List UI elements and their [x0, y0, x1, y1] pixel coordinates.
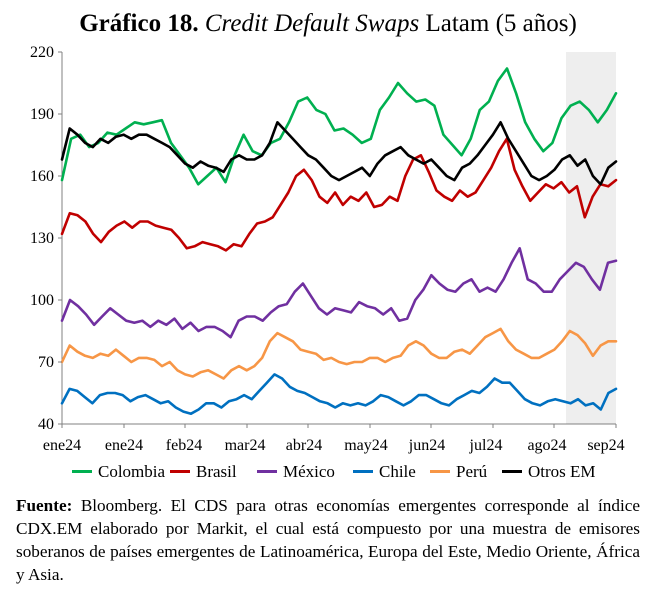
cds-line-chart: 40 70 100 130 160 190 220 ene24 ene24 feb24 mar24… — [30, 44, 625, 454]
title-number: Gráfico 18. — [79, 10, 199, 37]
title-italic: Credit Default Swaps — [204, 10, 420, 37]
legend-label: Brasil — [196, 462, 237, 481]
x-tick-label: may24 — [344, 437, 388, 454]
legend-item: Perú — [430, 462, 487, 482]
y-tick-label: 100 — [30, 292, 54, 309]
x-tick-label: jul24 — [469, 437, 503, 454]
y-tick-label: 40 — [38, 416, 54, 433]
legend-label: México — [283, 462, 335, 481]
legend-item: Brasil — [170, 462, 237, 482]
legend-label: Colombia — [98, 462, 166, 481]
y-tick-label: 160 — [30, 168, 54, 185]
series-line-brasil — [60, 137, 618, 252]
y-tick-label: 70 — [38, 354, 54, 371]
axes — [61, 52, 616, 425]
x-tick-label: jun24 — [408, 437, 445, 454]
legend-label: Chile — [379, 462, 416, 481]
y-tick-labels: 40 70 100 130 160 190 220 — [30, 44, 62, 433]
x-tick-label: sep24 — [587, 437, 624, 454]
source-note: Fuente: Bloomberg. El CDS para otras eco… — [16, 494, 640, 586]
source-label: Fuente: — [16, 496, 73, 515]
series-line-perú — [60, 327, 618, 380]
series-lines — [60, 67, 618, 416]
legend-label: Otros EM — [528, 462, 596, 481]
source-text: Bloomberg. El CDS para otras economías e… — [16, 496, 640, 584]
series-line-otros-em — [60, 121, 618, 186]
legend-swatch — [430, 469, 450, 473]
legend-item: Otros EM — [502, 462, 596, 482]
series-line-chile — [60, 373, 618, 416]
legend: Colombia Brasil México Chile Perú Otros EM — [0, 462, 656, 486]
y-tick-label: 220 — [30, 44, 54, 61]
legend-swatch — [353, 469, 373, 473]
x-tick-labels: ene24 ene24 feb24 mar24 abr24 may24 jun24 jul24… — [43, 424, 625, 454]
series-line-méxico — [60, 247, 618, 339]
legend-label: Perú — [456, 462, 488, 481]
legend-item: Colombia — [72, 462, 165, 482]
x-tick-label: ene24 — [43, 437, 81, 454]
legend-swatch — [502, 469, 522, 473]
x-tick-label: abr24 — [286, 437, 322, 454]
legend-swatch — [170, 469, 190, 473]
legend-item: México — [257, 462, 335, 482]
y-tick-label: 130 — [30, 230, 54, 247]
series-line-colombia — [60, 67, 618, 186]
legend-swatch — [257, 469, 277, 473]
x-tick-label: ago24 — [527, 437, 566, 454]
x-tick-label: feb24 — [166, 437, 202, 454]
x-tick-label: ene24 — [105, 437, 143, 454]
legend-swatch — [72, 469, 92, 473]
x-tick-label: mar24 — [225, 437, 266, 454]
title-rest: Latam (5 años) — [425, 10, 577, 37]
chart-title: Gráfico 18. Credit Default Swaps Latam (… — [0, 10, 656, 38]
legend-item: Chile — [353, 462, 416, 482]
y-tick-label: 190 — [30, 106, 54, 123]
